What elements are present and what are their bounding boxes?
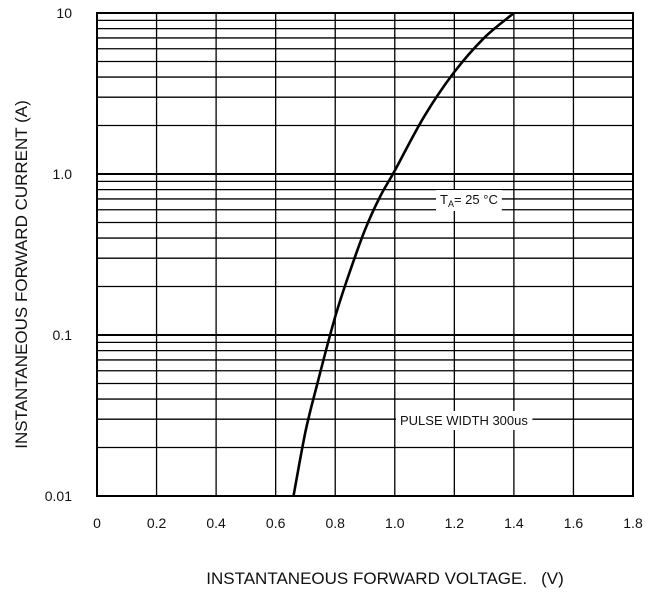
x-tick-label: 0.8 [325,515,345,531]
x-tick-label: 0.2 [147,515,167,531]
y-tick-label: 0.1 [53,327,73,343]
temp-value: = 25 °C [454,192,498,207]
temp-subscript: A [448,199,454,209]
pulse-annotation-bg [396,411,533,430]
x-tick-label: 0 [93,515,101,531]
x-tick-label: 0.4 [206,515,226,531]
x-tick-label: 0.6 [266,515,286,531]
plot-frame [96,12,634,497]
y-tick-label: 10 [56,5,72,21]
temp-annotation: TA= 25 °C [440,192,498,209]
pulse-annotation: PULSE WIDTH 300us [400,413,528,428]
x-tick-label: 1.8 [623,515,643,531]
axis-tick-labels: 0 0.2 0.4 0.6 0.8 1.0 1.2 1.4 1.6 1.8 0.01 0.1 1.0 10 [45,5,643,531]
y-axis-title: INSTANTANEOUS FORWARD CURRENT (A) [12,100,31,449]
x-axis-unit: (V) [541,569,564,588]
x-tick-label: 1.0 [385,515,405,531]
x-tick-label: 1.4 [504,515,524,531]
temp-prefix: T [440,192,448,207]
y-tick-label: 1.0 [53,166,73,182]
x-axis-title: INSTANTANEOUS FORWARD VOLTAGE. (V) [206,569,564,588]
x-tick-label: 1.2 [445,515,465,531]
x-axis-label: INSTANTANEOUS FORWARD VOLTAGE. [206,569,527,588]
temp-annotation-bg [436,190,502,211]
series-line [292,12,515,497]
x-tick-label: 1.6 [564,515,584,531]
chart-grid [97,12,633,497]
y-tick-label: 0.01 [45,488,72,504]
